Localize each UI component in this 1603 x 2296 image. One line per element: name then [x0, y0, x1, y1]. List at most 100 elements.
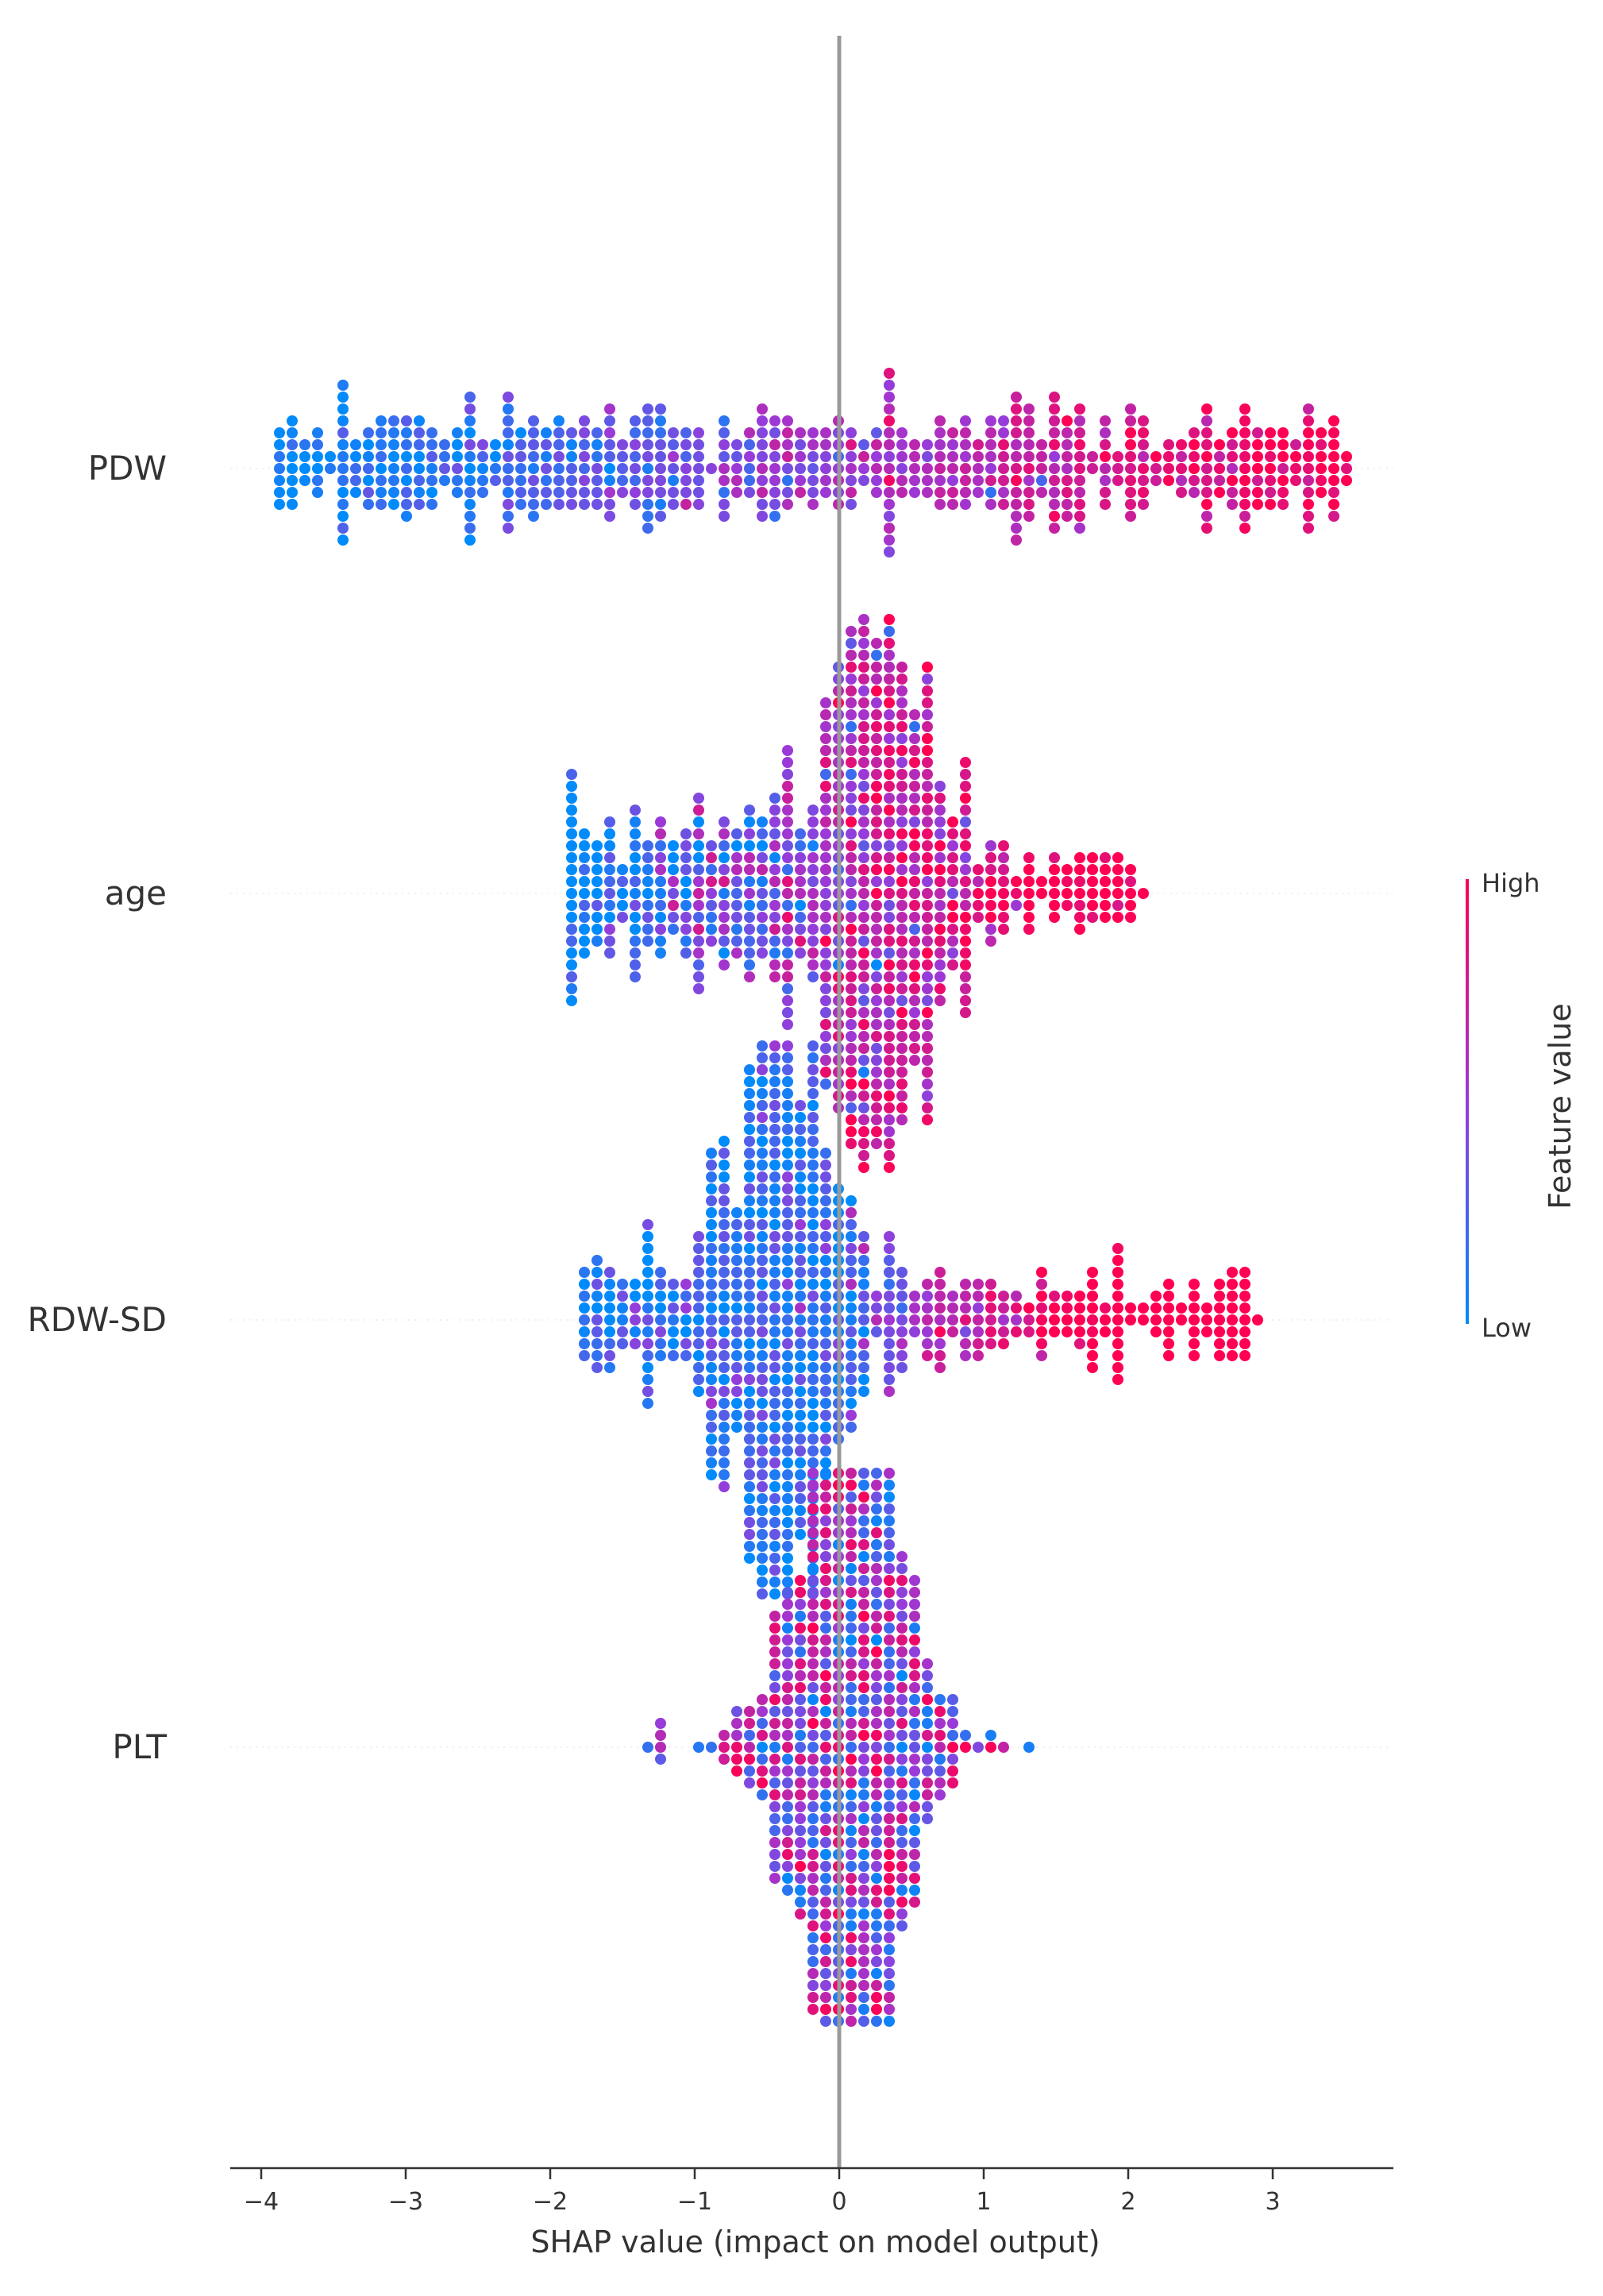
shap-point-plt: [846, 2016, 857, 2027]
shap-point-pdw: [1214, 463, 1225, 474]
shap-point-plt: [769, 1789, 780, 1800]
shap-point-rdw-sd: [744, 1422, 755, 1433]
shap-point-pdw: [503, 403, 514, 415]
shap-point-pdw: [807, 427, 819, 438]
shap-point-rdw-sd: [1087, 1362, 1098, 1373]
shap-point-pdw: [1227, 475, 1238, 486]
shap-point-plt: [871, 1670, 882, 1681]
shap-point-age: [668, 852, 679, 863]
shap-point-age: [604, 828, 615, 839]
shap-point-pdw: [680, 475, 692, 486]
shap-point-rdw-sd: [884, 1231, 895, 1242]
shap-point-plt: [871, 2016, 882, 2027]
shap-point-age: [846, 924, 857, 935]
shap-point-age: [1125, 900, 1136, 911]
shap-point-plt: [744, 1742, 755, 1753]
shap-point-pdw: [1328, 451, 1339, 462]
shap-point-age: [617, 900, 628, 911]
shap-point-rdw-sd: [820, 1338, 831, 1349]
shap-point-age: [871, 793, 882, 804]
shap-point-rdw-sd: [757, 1183, 768, 1194]
shap-point-age: [769, 947, 780, 959]
shap-point-rdw-sd: [807, 1398, 819, 1409]
shap-point-age: [858, 936, 869, 947]
shap-point-rdw-sd: [668, 1350, 679, 1361]
shap-point-rdw-sd: [757, 1374, 768, 1385]
shap-point-age: [795, 912, 806, 923]
shap-point-plt: [934, 1789, 946, 1800]
shap-point-rdw-sd: [757, 1541, 768, 1552]
shap-point-age: [846, 1079, 857, 1090]
shap-point-plt: [782, 1742, 793, 1753]
shap-point-rdw-sd: [782, 1481, 793, 1492]
shap-point-rdw-sd: [820, 1374, 831, 1385]
shap-point-rdw-sd: [693, 1231, 704, 1242]
shap-point-plt: [884, 1468, 895, 1479]
shap-point-age: [731, 840, 742, 851]
shap-point-age: [934, 983, 946, 994]
shap-point-rdw-sd: [795, 1195, 806, 1206]
shap-point-age: [566, 995, 577, 1006]
shap-point-pdw: [947, 475, 958, 486]
shap-point-plt: [795, 1789, 806, 1800]
shap-point-rdw-sd: [782, 1326, 793, 1337]
shap-point-plt: [820, 1992, 831, 2003]
shap-point-age: [998, 864, 1009, 875]
shap-point-rdw-sd: [858, 1338, 869, 1349]
shap-point-pdw: [1341, 475, 1352, 486]
shap-point-age: [922, 1079, 933, 1090]
shap-point-age: [706, 852, 717, 863]
shap-point-plt: [909, 1646, 920, 1657]
shap-point-pdw: [1023, 403, 1035, 415]
shap-point-age: [820, 805, 831, 816]
shap-point-pdw: [1214, 439, 1225, 450]
shap-point-age: [922, 900, 933, 911]
shap-point-pdw: [1023, 415, 1035, 426]
shap-point-rdw-sd: [795, 1445, 806, 1457]
shap-point-age: [858, 1150, 869, 1161]
shap-point-pdw: [1049, 392, 1060, 403]
shap-point-rdw-sd: [706, 1148, 717, 1159]
shap-point-age: [846, 959, 857, 970]
shap-point-plt: [884, 1503, 895, 1515]
shap-point-plt: [934, 1718, 946, 1729]
shap-point-plt: [909, 1837, 920, 1848]
shap-point-plt: [858, 1670, 869, 1681]
shap-point-age: [1112, 864, 1123, 875]
shap-point-pdw: [719, 427, 730, 438]
shap-point-age: [884, 959, 895, 970]
shap-point-plt: [846, 1861, 857, 1872]
shap-point-plt: [846, 1718, 857, 1729]
shap-point-rdw-sd: [693, 1243, 704, 1254]
shap-point-rdw-sd: [985, 1326, 996, 1337]
shap-point-age: [998, 852, 1009, 863]
shap-point-pdw: [960, 475, 971, 486]
shap-point-rdw-sd: [782, 1160, 793, 1171]
shap-point-plt: [731, 1730, 742, 1741]
shap-point-rdw-sd: [1087, 1326, 1098, 1337]
shap-point-rdw-sd: [858, 1279, 869, 1290]
shap-point-age: [1074, 900, 1085, 911]
shap-point-rdw-sd: [922, 1302, 933, 1314]
shap-point-rdw-sd: [922, 1279, 933, 1290]
shap-point-plt: [858, 1599, 869, 1610]
shap-point-pdw: [1277, 439, 1289, 450]
shap-point-age: [693, 876, 704, 887]
shap-point-rdw-sd: [731, 1350, 742, 1361]
shap-point-plt: [884, 1789, 895, 1800]
shap-point-age: [934, 900, 946, 911]
shap-point-pdw: [896, 451, 907, 462]
shap-point-pdw: [668, 463, 679, 474]
shap-point-rdw-sd: [947, 1314, 958, 1326]
shap-point-rdw-sd: [934, 1302, 946, 1314]
shap-point-pdw: [388, 463, 399, 474]
shap-point-pdw: [503, 511, 514, 522]
shap-point-pdw: [337, 403, 349, 415]
shap-point-rdw-sd: [846, 1338, 857, 1349]
shap-point-plt: [871, 1503, 882, 1515]
shap-point-plt: [922, 1694, 933, 1705]
shap-point-plt: [871, 1897, 882, 1908]
shap-point-rdw-sd: [973, 1302, 984, 1314]
shap-point-plt: [909, 1754, 920, 1765]
shap-point-rdw-sd: [719, 1207, 730, 1218]
